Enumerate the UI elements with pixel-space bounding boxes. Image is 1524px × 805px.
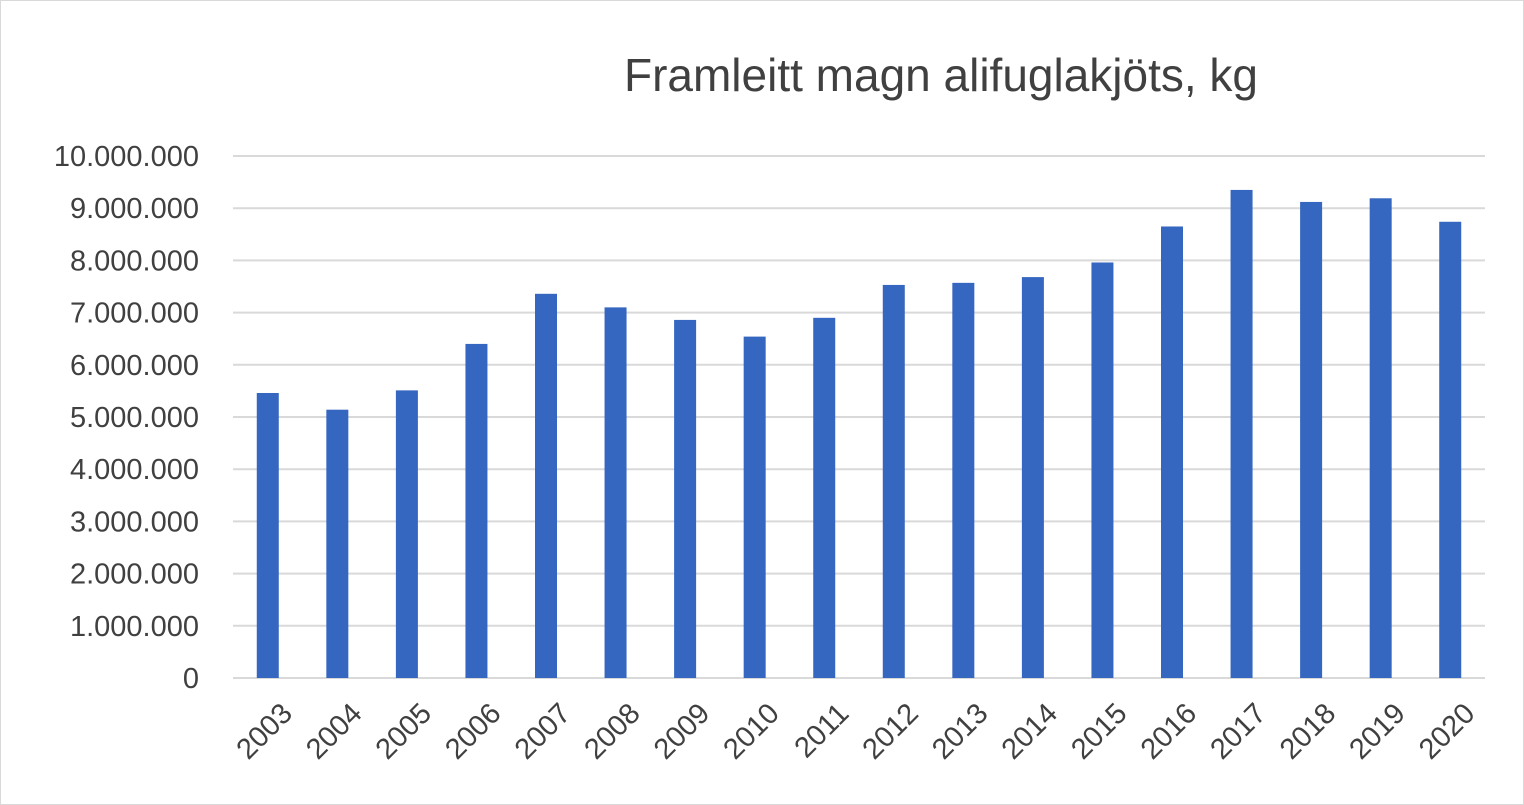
- bar-2005: [395, 390, 418, 678]
- gridlines: [233, 155, 1485, 679]
- bar-2009: [674, 319, 697, 678]
- y-tick-label: 7.000.000: [70, 298, 199, 330]
- y-tick-label: 8.000.000: [70, 245, 199, 277]
- x-tick-label: 2017: [1204, 697, 1272, 765]
- x-tick-label: 2016: [1135, 697, 1203, 765]
- x-axis-tick-labels: 2003 2004 2005 2006 2007 2008 2009 2010 2011 2012…: [231, 697, 1482, 765]
- bar-2015: [1091, 262, 1114, 678]
- y-tick-label: 3.000.000: [70, 506, 199, 538]
- x-tick-label: 2019: [1344, 697, 1412, 765]
- bar-2018: [1300, 201, 1323, 678]
- bar-2016: [1161, 226, 1183, 678]
- y-tick-label: 6.000.000: [70, 350, 199, 382]
- bars: [256, 189, 1462, 679]
- y-tick-label: 2.000.000: [70, 559, 199, 591]
- bar-2006: [465, 343, 488, 678]
- x-tick-label: 2010: [718, 697, 786, 765]
- bar-2012: [882, 284, 905, 678]
- bar-2013: [952, 282, 975, 678]
- chart-title: Framleitt magn alifuglakjöts, kg: [624, 49, 1258, 101]
- bar-2011: [813, 317, 836, 678]
- bar-2010: [743, 336, 766, 678]
- y-tick-label: 0: [183, 663, 199, 695]
- x-tick-label: 2009: [648, 697, 716, 765]
- x-tick-label: 2011: [789, 697, 856, 764]
- bar-2019: [1369, 198, 1392, 679]
- y-tick-label: 4.000.000: [70, 454, 199, 486]
- x-tick-label: 2012: [857, 697, 925, 765]
- bar-2008: [604, 307, 627, 678]
- x-tick-label: 2008: [578, 697, 646, 765]
- x-tick-label: 2005: [370, 697, 438, 765]
- x-tick-label: 2020: [1413, 697, 1481, 765]
- y-tick-label: 10.000.000: [54, 141, 199, 173]
- y-tick-label: 9.000.000: [70, 193, 199, 225]
- bar-2014: [1021, 277, 1044, 678]
- bar-2020: [1439, 221, 1462, 678]
- bar-2004: [326, 409, 349, 678]
- x-tick-label: 2004: [300, 697, 368, 765]
- x-tick-label: 2006: [439, 697, 507, 765]
- x-tick-label: 2007: [509, 697, 577, 765]
- y-axis-tick-labels: 0 1.000.000 2.000.000 3.000.000 4.000.000 5.0…: [54, 141, 199, 695]
- x-tick-label: 2003: [231, 697, 299, 765]
- x-tick-label: 2018: [1274, 697, 1342, 765]
- bar-2007: [535, 293, 557, 678]
- x-tick-label: 2013: [926, 697, 994, 765]
- y-tick-label: 5.000.000: [70, 402, 199, 434]
- x-tick-label: 2014: [996, 697, 1064, 765]
- bar-2003: [256, 392, 279, 678]
- bar-2017: [1230, 189, 1253, 678]
- x-tick-label: 2015: [1065, 697, 1133, 765]
- y-tick-label: 1.000.000: [70, 611, 199, 643]
